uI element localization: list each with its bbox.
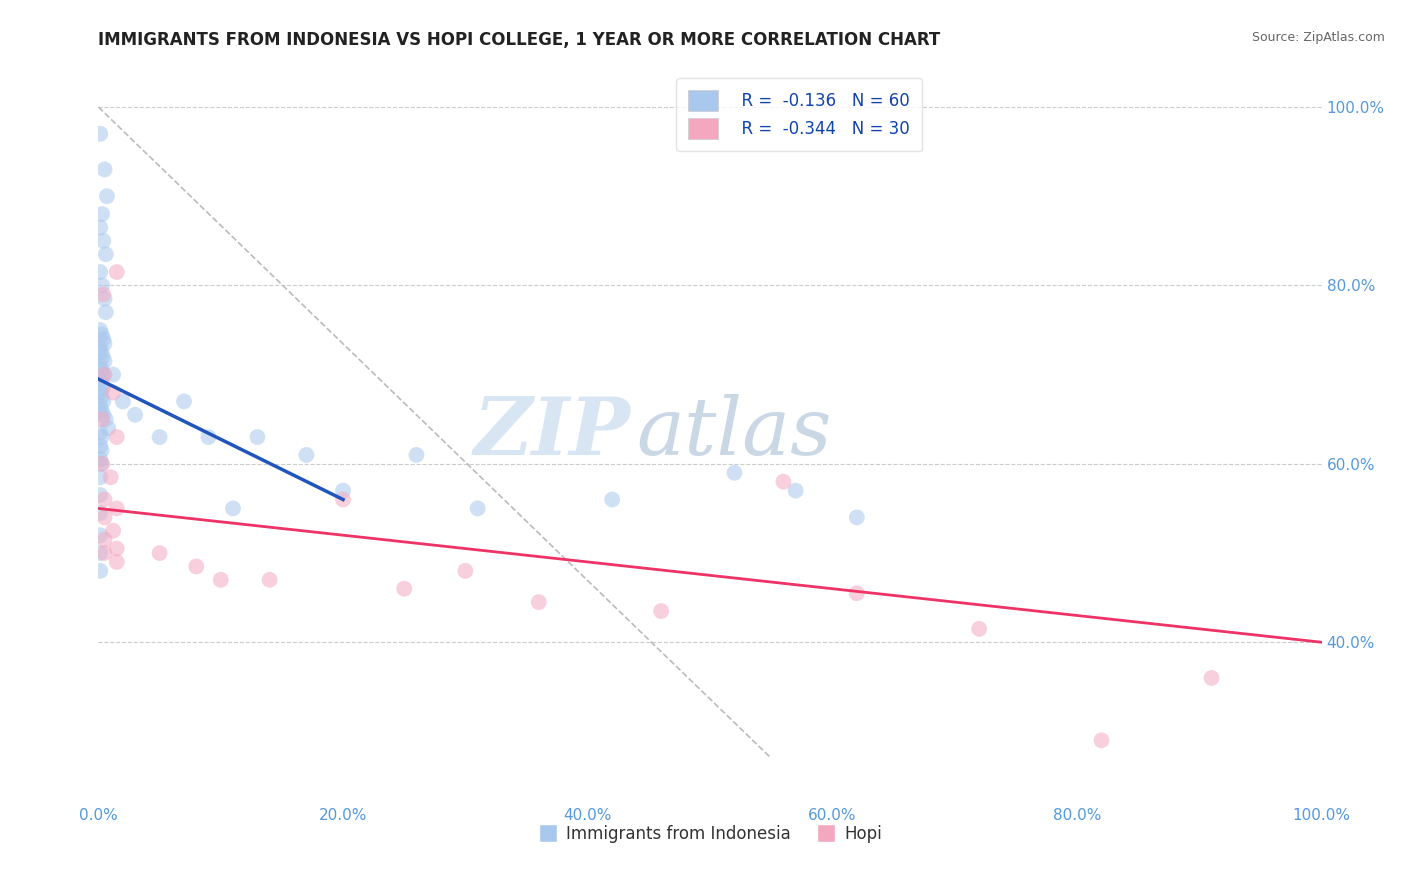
Point	[101, 524, 124, 538]
Point	[91, 278, 114, 293]
Point	[90, 457, 112, 471]
Point	[149, 546, 172, 560]
Text: ZIP: ZIP	[474, 394, 630, 471]
Point	[89, 359, 111, 373]
Point	[845, 510, 868, 524]
Point	[89, 470, 111, 484]
Point	[650, 604, 672, 618]
Point	[91, 350, 114, 364]
Text: IMMIGRANTS FROM INDONESIA VS HOPI COLLEGE, 1 YEAR OR MORE CORRELATION CHART: IMMIGRANTS FROM INDONESIA VS HOPI COLLEG…	[98, 31, 941, 49]
Point	[600, 492, 623, 507]
Point	[392, 582, 416, 596]
Point	[91, 207, 114, 221]
Point	[91, 368, 114, 382]
Text: atlas: atlas	[637, 394, 832, 471]
Point	[967, 622, 990, 636]
Point	[89, 323, 111, 337]
Point	[91, 412, 114, 426]
Point	[90, 390, 112, 404]
Point	[94, 247, 117, 261]
Point	[246, 430, 269, 444]
Point	[94, 305, 117, 319]
Point	[89, 399, 111, 413]
Point	[89, 425, 111, 440]
Point	[332, 492, 354, 507]
Point	[90, 363, 112, 377]
Point	[96, 189, 118, 203]
Point	[723, 466, 745, 480]
Point	[332, 483, 354, 498]
Point	[93, 368, 115, 382]
Point	[90, 345, 112, 359]
Point	[105, 555, 128, 569]
Point	[111, 394, 134, 409]
Point	[105, 541, 128, 556]
Point	[93, 292, 115, 306]
Point	[94, 412, 117, 426]
Point	[100, 470, 122, 484]
Point	[93, 510, 115, 524]
Point	[97, 421, 120, 435]
Point	[89, 528, 111, 542]
Point	[89, 265, 111, 279]
Point	[89, 506, 111, 520]
Point	[405, 448, 427, 462]
Point	[149, 430, 172, 444]
Point	[186, 559, 208, 574]
Point	[91, 408, 114, 422]
Point	[89, 220, 111, 235]
Point	[1201, 671, 1223, 685]
Point	[90, 443, 112, 458]
Point	[89, 127, 111, 141]
Point	[259, 573, 281, 587]
Point	[89, 546, 111, 560]
Point	[845, 586, 868, 600]
Point	[467, 501, 489, 516]
Point	[93, 336, 115, 351]
Point	[91, 234, 114, 248]
Point	[91, 381, 114, 395]
Point	[295, 448, 318, 462]
Point	[90, 376, 112, 391]
Point	[105, 430, 128, 444]
Point	[91, 457, 114, 471]
Point	[1090, 733, 1112, 747]
Point	[93, 354, 115, 368]
Point	[89, 452, 111, 467]
Point	[90, 430, 112, 444]
Point	[173, 394, 195, 409]
Point	[527, 595, 550, 609]
Point	[91, 394, 114, 409]
Point	[93, 546, 115, 560]
Point	[89, 341, 111, 355]
Point	[89, 488, 111, 502]
Point	[89, 439, 111, 453]
Point	[93, 162, 115, 177]
Point	[101, 368, 124, 382]
Point	[90, 327, 112, 342]
Point	[89, 372, 111, 386]
Point	[772, 475, 794, 489]
Point	[91, 332, 114, 346]
Point	[124, 408, 146, 422]
Point	[101, 385, 124, 400]
Point	[222, 501, 245, 516]
Text: Source: ZipAtlas.com: Source: ZipAtlas.com	[1251, 31, 1385, 45]
Legend: Immigrants from Indonesia, Hopi: Immigrants from Indonesia, Hopi	[531, 819, 889, 850]
Point	[93, 533, 115, 547]
Point	[89, 385, 111, 400]
Point	[89, 564, 111, 578]
Point	[90, 403, 112, 417]
Point	[105, 265, 128, 279]
Point	[785, 483, 807, 498]
Point	[197, 430, 219, 444]
Point	[91, 287, 114, 301]
Point	[93, 492, 115, 507]
Point	[105, 501, 128, 516]
Point	[209, 573, 232, 587]
Point	[454, 564, 477, 578]
